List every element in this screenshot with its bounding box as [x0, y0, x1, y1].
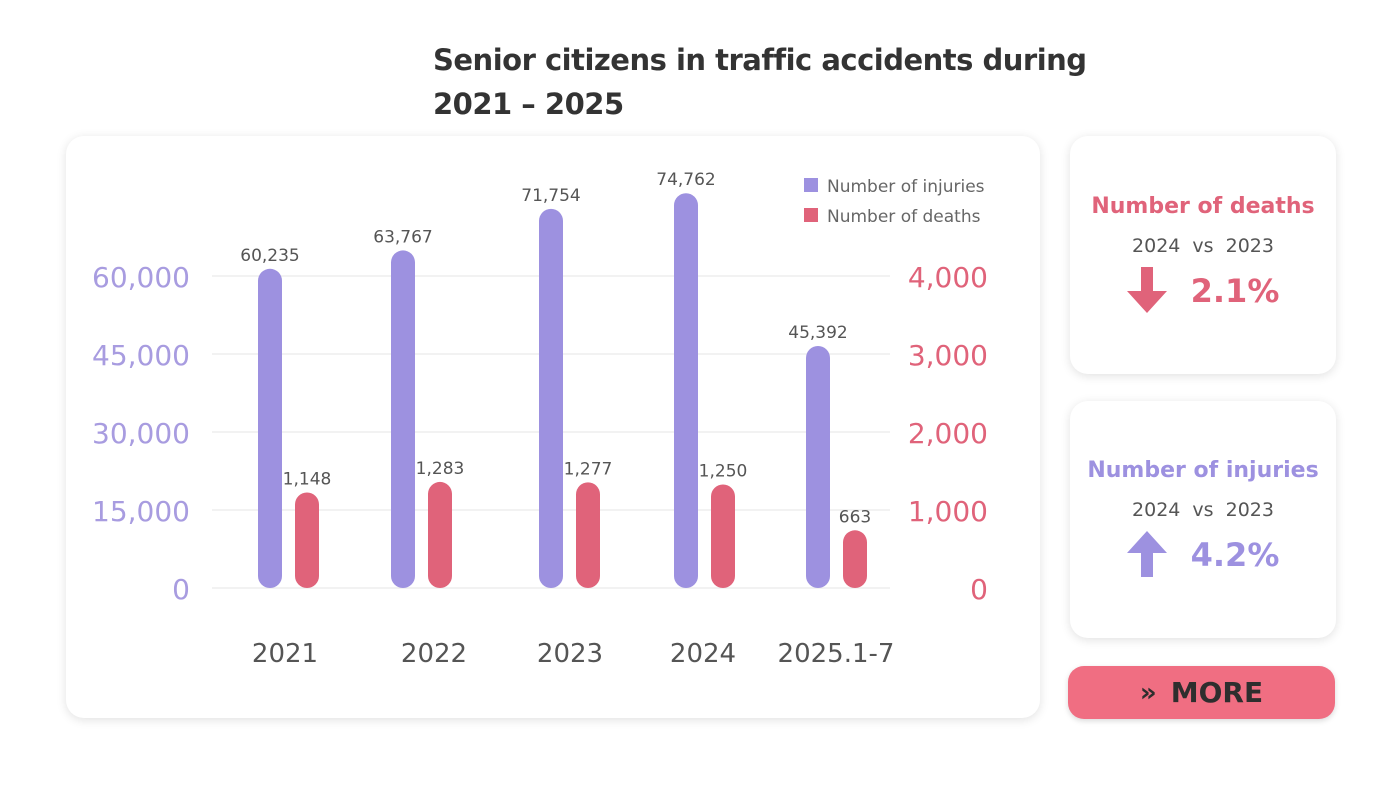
injuries-bar	[674, 193, 698, 588]
data-label: 1,250	[699, 462, 748, 482]
left-axis-tick: 15,000	[92, 495, 190, 528]
injuries-bar	[806, 345, 830, 588]
more-button-label: MORE	[1170, 676, 1264, 709]
data-label: 663	[839, 507, 871, 527]
data-label: 71,754	[521, 186, 580, 206]
injuries-bar	[539, 208, 563, 588]
arrow-up-icon	[1126, 531, 1167, 577]
right-axis-tick: 0	[970, 573, 988, 606]
category-label: 2023	[537, 639, 603, 669]
injuries-bar	[391, 250, 415, 588]
injuries-card-compare: 2024 vs 2023	[1132, 499, 1274, 521]
data-label: 74,762	[656, 170, 715, 190]
data-label: 1,148	[283, 469, 332, 489]
injuries-bar	[258, 268, 282, 588]
double-chevron-right-icon: »	[1139, 677, 1157, 708]
deaths-bar	[843, 530, 867, 588]
data-label: 1,277	[564, 459, 613, 479]
left-axis-tick: 0	[172, 573, 190, 606]
deaths-card-title: Number of deaths	[1091, 194, 1315, 219]
data-label: 45,392	[788, 323, 847, 343]
deaths-card-compare: 2024 vs 2023	[1132, 235, 1274, 257]
category-label: 2025.1-7	[778, 639, 895, 669]
right-axis-tick: 4,000	[908, 261, 988, 294]
injuries-stat-card: Number of injuries 2024 vs 2023 4.2%	[1070, 401, 1336, 638]
legend-label: Number of deaths	[827, 207, 981, 227]
category-label: 2022	[401, 639, 467, 669]
legend-swatch	[804, 208, 818, 222]
injuries-change: 4.2%	[1190, 536, 1280, 574]
legend-swatch	[804, 178, 818, 192]
deaths-stat-card: Number of deaths 2024 vs 2023 2.1%	[1070, 136, 1336, 374]
right-axis-tick: 2,000	[908, 417, 988, 450]
deaths-bar	[576, 482, 600, 588]
left-axis-tick: 45,000	[92, 339, 190, 372]
left-axis-tick: 60,000	[92, 261, 190, 294]
data-label: 60,235	[240, 246, 299, 266]
category-label: 2021	[252, 639, 318, 669]
right-axis-tick: 1,000	[908, 495, 988, 528]
data-label: 63,767	[373, 227, 432, 247]
legend-label: Number of injuries	[827, 177, 985, 197]
injuries-card-title: Number of injuries	[1087, 458, 1319, 483]
data-label: 1,283	[416, 459, 465, 479]
title-line-2: 2021 – 2025	[433, 87, 624, 121]
deaths-change: 2.1%	[1190, 272, 1280, 310]
deaths-bar	[295, 492, 319, 588]
page-title: Senior citizens in traffic accidents dur…	[433, 38, 1087, 126]
left-axis-tick: 30,000	[92, 417, 190, 450]
more-button[interactable]: » MORE	[1068, 666, 1335, 719]
deaths-bar	[711, 484, 735, 588]
category-label: 2024	[670, 639, 736, 669]
arrow-down-icon	[1126, 267, 1167, 313]
deaths-bar	[428, 481, 452, 588]
title-line-1: Senior citizens in traffic accidents dur…	[433, 43, 1087, 77]
right-axis-tick: 3,000	[908, 339, 988, 372]
